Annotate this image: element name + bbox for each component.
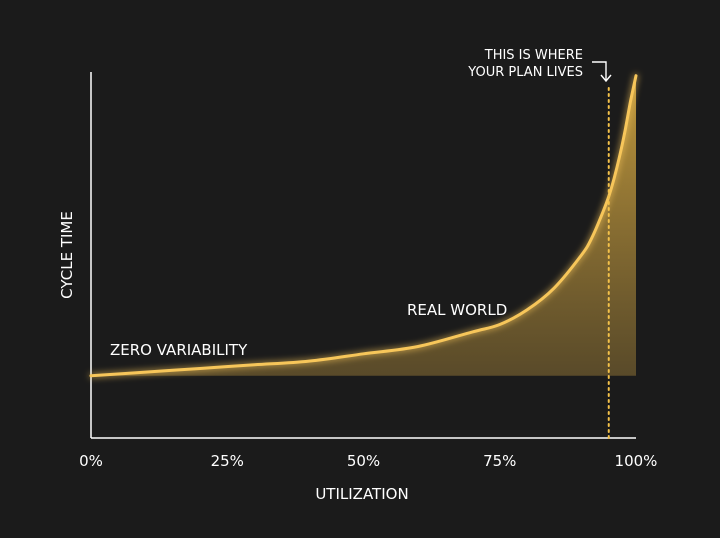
x-tick-label: 75% [483, 452, 516, 470]
variability-gap-area [91, 75, 636, 376]
lines-layer [89, 74, 638, 439]
area-layer [91, 75, 636, 376]
annotation-arrow-head [600, 74, 612, 83]
axes-layer [90, 72, 636, 439]
annotation-line-1: THIS IS WHERE [484, 48, 583, 63]
zero-variability-label: ZERO VARIABILITY [110, 341, 248, 359]
x-tick-label: 50% [347, 452, 380, 470]
annotation-line-2: YOUR PLAN LIVES [467, 65, 583, 80]
annotation-arrow-shaft [592, 61, 607, 80]
x-tick-label: 100% [615, 452, 658, 470]
x-tick-label: 25% [211, 452, 244, 470]
x-tick-label: 0% [79, 452, 103, 470]
y-axis-title: CYCLE TIME [58, 211, 76, 299]
x-axis-title: UTILIZATION [315, 485, 408, 503]
real-world-curve [89, 74, 638, 378]
tick-labels: 0% 25% 50% 75% 100% [79, 452, 657, 470]
real-world-label: REAL WORLD [407, 301, 507, 319]
plan-annotation: THIS IS WHERE YOUR PLAN LIVES [467, 48, 612, 83]
